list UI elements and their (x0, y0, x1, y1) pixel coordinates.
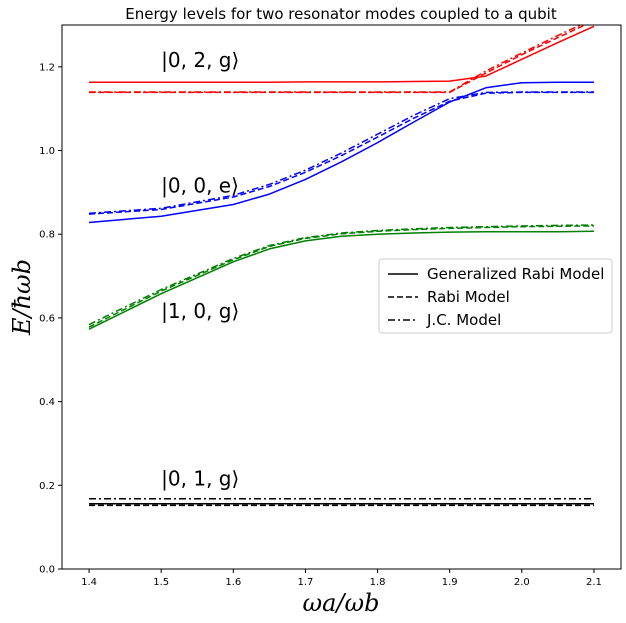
legend-box (378, 258, 613, 334)
state-annotation: |0, 2, g⟩ (161, 48, 239, 72)
state-annotation: |0, 0, e⟩ (161, 173, 239, 197)
x-tick-label: 1.4 (81, 577, 97, 588)
y-tick-label: 0.6 (39, 313, 55, 324)
series-line-9 (88, 91, 594, 215)
y-tick-label: 0.8 (39, 230, 55, 241)
x-tick-label: 1.7 (297, 577, 313, 588)
state-annotation: |0, 1, g⟩ (161, 466, 239, 490)
y-tick-label: 1.0 (39, 146, 55, 157)
series-line-12 (89, 25, 583, 93)
x-tick-label: 2.1 (586, 577, 602, 588)
x-tick-label: 2.0 (514, 577, 530, 588)
chart-title: Energy levels for two resonator modes co… (125, 5, 557, 23)
series-line-5 (88, 225, 595, 328)
y-tick-label: 0.4 (39, 397, 55, 408)
x-tick-label: 1.8 (370, 577, 386, 588)
plot-frame (61, 24, 622, 570)
y-tick-label: 1.2 (39, 62, 55, 73)
state-annotation: |1, 0, g⟩ (161, 299, 239, 323)
series-line-6 (88, 224, 595, 326)
legend-entry-label: Rabi Model (427, 288, 510, 306)
y-tick-label: 0.0 (39, 565, 55, 576)
series-line-4 (88, 230, 595, 330)
y-axis-label: E/ħωb (8, 259, 36, 336)
legend: Generalized Rabi Model Rabi Model J.C. Mod… (378, 258, 613, 334)
x-tick-label: 1.5 (153, 577, 169, 588)
legend-entry-label: Generalized Rabi Model (427, 265, 604, 283)
y-tick-label: 0.2 (39, 481, 55, 492)
x-tick-label: 1.9 (442, 577, 458, 588)
x-axis-label: ωa/ωb (303, 589, 380, 617)
series-line-7 (88, 81, 594, 224)
legend-entry-label: J.C. Model (426, 311, 501, 329)
series-line-10 (89, 25, 595, 84)
x-tick-label: 1.6 (225, 577, 241, 588)
